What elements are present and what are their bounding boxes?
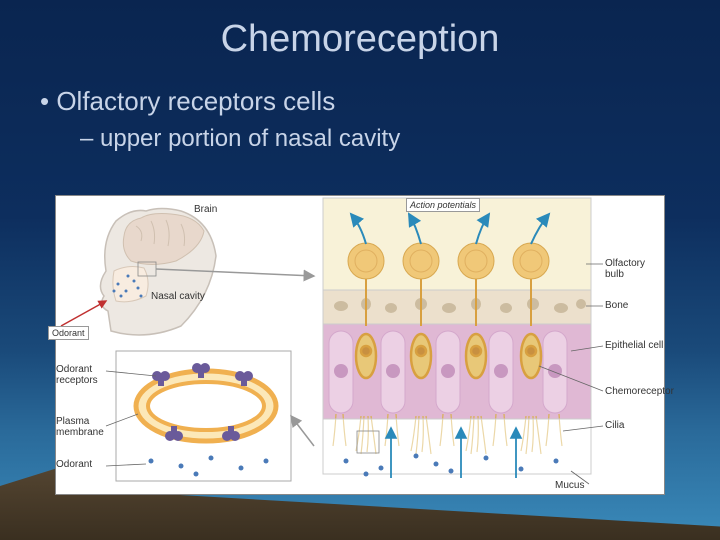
- odorant-arrow-label: Odorant: [48, 326, 89, 340]
- epithelial-label: Epithelial cell: [605, 340, 663, 351]
- nasal-cavity-label: Nasal cavity: [151, 291, 205, 302]
- diagram-right-panel: Action potentials Olfactory bulb Bone Ep…: [321, 196, 666, 496]
- head-cross-section-svg: [56, 196, 321, 496]
- plasma-membrane-inner: [148, 382, 264, 430]
- diagram-left-panel: Brain Nasal cavity Odorant Odorant recep…: [56, 196, 321, 496]
- olfactory-bulb-label: Olfactory bulb: [605, 258, 666, 280]
- odorant-arrow: [61, 301, 106, 326]
- bullet2-text: upper portion of nasal cavity: [100, 125, 400, 152]
- action-potentials-label: Action potentials: [406, 198, 480, 212]
- bullet-level-2: – upper portion of nasal cavity: [80, 125, 720, 153]
- brain-label: Brain: [194, 204, 217, 215]
- bullet1-text: Olfactory receptors cells: [56, 86, 335, 116]
- odorant-detail-label: Odorant: [56, 459, 92, 470]
- membrane-label: Plasma membrane: [56, 416, 111, 438]
- slide-title: Chemoreception: [0, 0, 720, 61]
- bullet-level-1: • Olfactory receptors cells: [40, 86, 720, 117]
- bone-label: Bone: [605, 300, 628, 311]
- zoom-arrow-bottom: [291, 416, 314, 446]
- cilia-label: Cilia: [605, 420, 624, 431]
- olfactory-diagram: Brain Nasal cavity Odorant Odorant recep…: [55, 195, 665, 495]
- mucus-label: Mucus: [555, 480, 584, 491]
- chemoreceptor-label: Chemoreceptor: [605, 386, 674, 397]
- receptors-label: Odorant receptors: [56, 364, 111, 386]
- mucus-layer: [323, 419, 591, 474]
